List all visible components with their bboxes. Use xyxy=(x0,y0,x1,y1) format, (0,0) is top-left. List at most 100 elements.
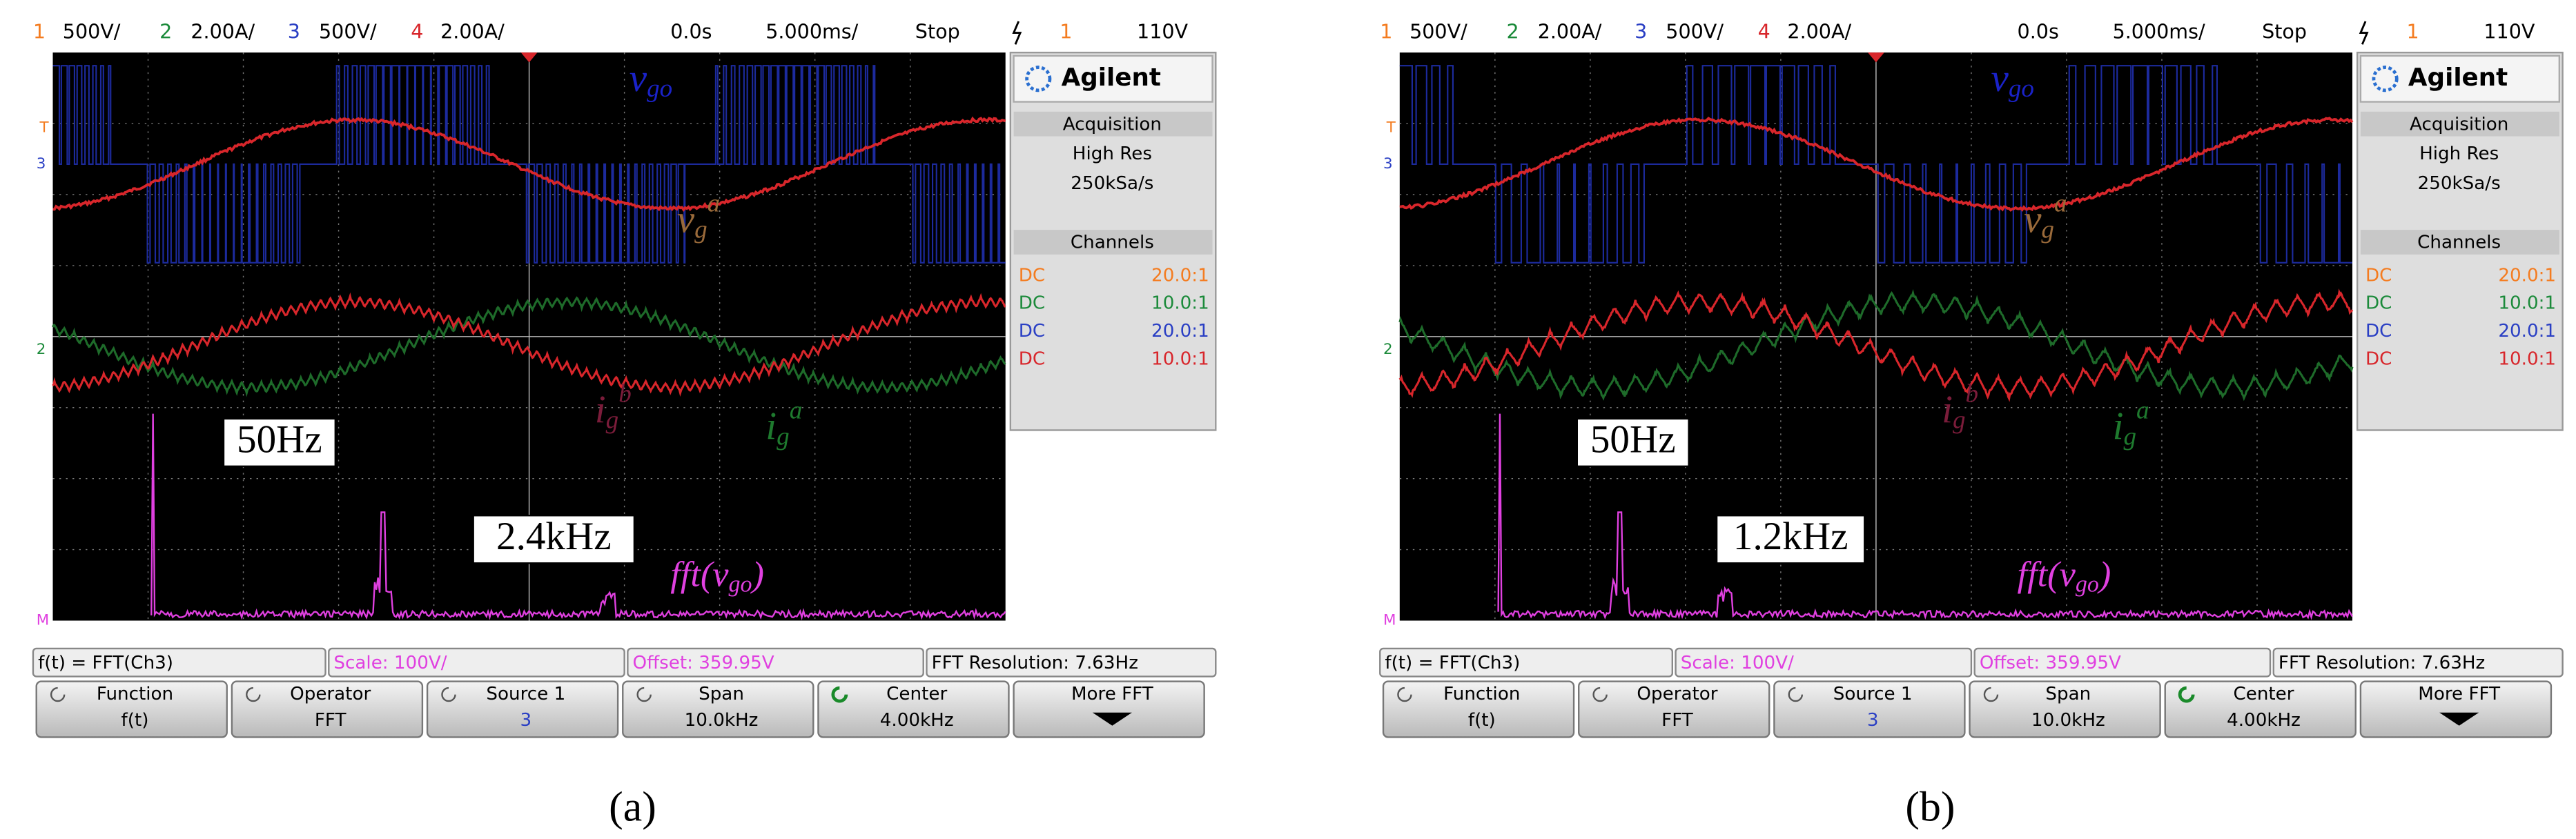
annotation: 50Hz xyxy=(1590,418,1676,462)
softkey[interactable] xyxy=(1382,680,1575,738)
knob-icon xyxy=(1788,687,1804,702)
softkey[interactable] xyxy=(2164,680,2357,738)
knob-icon xyxy=(50,687,66,702)
trace-label: iga xyxy=(2113,396,2149,451)
channel-ratio: 20.0:1 xyxy=(2498,265,2556,286)
trace-label: iga xyxy=(765,396,802,451)
status-text: 2 xyxy=(1506,20,1519,43)
softkey[interactable] xyxy=(1578,680,1770,738)
arrow-head xyxy=(157,413,175,426)
channel-marker: 2 xyxy=(1383,341,1393,358)
label-part: v xyxy=(2024,198,2042,241)
function-field xyxy=(1675,647,1973,678)
label-sub: go xyxy=(2009,74,2034,102)
annotation-box xyxy=(472,515,636,564)
softkey[interactable] xyxy=(1773,680,1966,738)
brand: Agilent xyxy=(1062,63,1161,92)
channel-marker: T xyxy=(39,119,49,137)
status-text: 5.000ms/ xyxy=(2113,20,2205,43)
trigger-icon xyxy=(1012,21,1022,45)
sample-rate: 250kSa/s xyxy=(2418,173,2501,194)
status-text: 500V/ xyxy=(63,20,121,43)
status-text: Stop xyxy=(2262,20,2307,43)
channel-marker: 2 xyxy=(37,341,46,358)
brand-logo xyxy=(1025,66,1052,92)
function-text: Offset: 359.95V xyxy=(633,653,774,673)
softkey[interactable] xyxy=(2359,680,2553,738)
function-field xyxy=(627,647,924,678)
status-text: 110V xyxy=(1137,20,1188,43)
softkey-label: Source 1 xyxy=(486,684,565,704)
trigger-icon xyxy=(2359,21,2369,45)
trace-label: igb xyxy=(1942,379,1978,434)
waveform xyxy=(52,292,1006,397)
softkey-label: Source 1 xyxy=(1833,684,1913,704)
section-title: Acquisition xyxy=(1063,114,1162,135)
panel-label: (a) xyxy=(609,784,656,831)
status-text: 500V/ xyxy=(1409,20,1467,43)
softkey-label: Operator xyxy=(1637,684,1717,704)
channel-marker: M xyxy=(37,612,49,629)
trace-label: vgo xyxy=(630,57,672,102)
channel-ratio: 10.0:1 xyxy=(1151,293,1209,314)
trace-label: vga xyxy=(677,189,720,244)
label-part: i xyxy=(595,388,606,432)
arrow-head xyxy=(1624,512,1641,526)
softkey-value: 3 xyxy=(520,710,532,731)
label-sub: g xyxy=(2041,215,2054,244)
function-field xyxy=(1379,647,1674,678)
annotation-box xyxy=(222,417,336,468)
brand-box xyxy=(1013,55,1213,103)
label-part: v xyxy=(712,555,729,595)
softkey[interactable] xyxy=(35,680,228,738)
waveform xyxy=(52,116,1006,212)
channel-coupling: DC xyxy=(1019,349,1045,370)
channel-marker: 3 xyxy=(1383,155,1393,172)
status-text: 1 xyxy=(33,20,46,43)
softkey-value: 10.0kHz xyxy=(685,710,759,731)
label-part: fft( xyxy=(2018,555,2062,595)
softkey-label: Span xyxy=(699,684,744,704)
softkey-label: Center xyxy=(886,684,947,704)
annotation: 50Hz xyxy=(237,418,322,462)
softkey[interactable] xyxy=(1969,680,2161,738)
function-text: Scale: 100V/ xyxy=(1681,653,1794,673)
softkey-value: FFT xyxy=(1661,710,1694,731)
scope-panel: 1 500V/2 2.00A/3 500V/4 2.00A/0.0s 5.000ms/St… xyxy=(1379,20,2564,831)
knob-icon xyxy=(1397,687,1412,702)
label-sup: b xyxy=(1966,379,1979,408)
status-text: 500V/ xyxy=(319,20,377,43)
knob-icon xyxy=(246,687,261,702)
status-text: 2.00A/ xyxy=(440,20,505,43)
softkey[interactable] xyxy=(1013,680,1205,738)
section-header xyxy=(1013,111,1213,137)
softkey-value: 10.0kHz xyxy=(2031,710,2105,731)
label-sup: a xyxy=(2136,396,2149,424)
brand-box xyxy=(2359,55,2561,103)
arrow-head xyxy=(1505,413,1522,426)
label-part: v xyxy=(2060,555,2076,595)
label-sup: a xyxy=(2054,189,2067,217)
channel-marker: 3 xyxy=(37,155,46,172)
softkey[interactable] xyxy=(426,680,619,738)
softkey[interactable] xyxy=(817,680,1010,738)
section-title: Channels xyxy=(2417,233,2501,253)
knob-icon xyxy=(636,687,652,702)
function-field xyxy=(926,647,1217,678)
waveform xyxy=(1399,65,2353,264)
waveform xyxy=(150,413,1006,621)
softkey-label: Span xyxy=(2045,684,2091,704)
function-text: Scale: 100V/ xyxy=(333,653,447,673)
knob-icon xyxy=(2178,686,2195,703)
panel-label: (b) xyxy=(1905,784,1955,831)
status-text: 0.0s xyxy=(2018,20,2059,43)
status-text: 1 xyxy=(2407,20,2419,43)
section-title: Channels xyxy=(1071,233,1154,253)
label-part: v xyxy=(677,198,695,241)
softkey[interactable] xyxy=(231,680,424,738)
more-arrow xyxy=(2439,712,2479,726)
more-arrow xyxy=(1092,712,1132,726)
softkey[interactable] xyxy=(622,680,814,738)
function-field xyxy=(2272,647,2564,678)
